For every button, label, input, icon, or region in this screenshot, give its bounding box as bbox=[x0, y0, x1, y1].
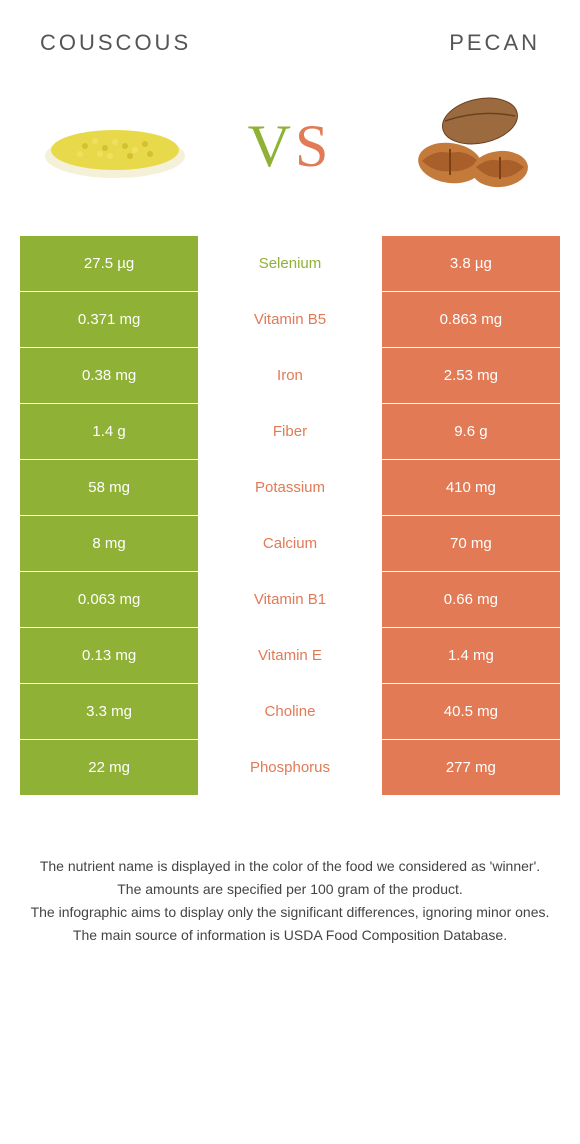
left-value: 0.13 mg bbox=[20, 628, 198, 683]
right-value: 3.8 µg bbox=[382, 236, 560, 291]
nutrient-label: Calcium bbox=[198, 516, 382, 571]
left-value: 1.4 g bbox=[20, 404, 198, 459]
footer-line-2: The amounts are specified per 100 gram o… bbox=[30, 879, 550, 900]
vs-s-letter: S bbox=[295, 113, 332, 179]
left-value: 0.371 mg bbox=[20, 292, 198, 347]
vs-label: VS bbox=[248, 112, 333, 181]
nutrient-row: 27.5 µgSelenium3.8 µg bbox=[20, 236, 560, 292]
left-value: 0.063 mg bbox=[20, 572, 198, 627]
right-value: 410 mg bbox=[382, 460, 560, 515]
pecan-image bbox=[380, 86, 550, 206]
nutrient-row: 22 mgPhosphorus277 mg bbox=[20, 740, 560, 796]
pecan-icon bbox=[390, 91, 540, 201]
vs-v-letter: V bbox=[248, 113, 295, 179]
left-value: 27.5 µg bbox=[20, 236, 198, 291]
left-value: 3.3 mg bbox=[20, 684, 198, 739]
nutrient-row: 8 mgCalcium70 mg bbox=[20, 516, 560, 572]
left-value: 22 mg bbox=[20, 740, 198, 795]
nutrient-label: Vitamin B1 bbox=[198, 572, 382, 627]
right-value: 1.4 mg bbox=[382, 628, 560, 683]
nutrient-row: 3.3 mgCholine40.5 mg bbox=[20, 684, 560, 740]
nutrient-label: Potassium bbox=[198, 460, 382, 515]
couscous-icon bbox=[35, 106, 195, 186]
right-value: 277 mg bbox=[382, 740, 560, 795]
left-value: 8 mg bbox=[20, 516, 198, 571]
nutrient-label: Vitamin B5 bbox=[198, 292, 382, 347]
footer-line-4: The main source of information is USDA F… bbox=[30, 925, 550, 946]
right-value: 0.863 mg bbox=[382, 292, 560, 347]
right-value: 70 mg bbox=[382, 516, 560, 571]
left-food-title: Couscous bbox=[40, 30, 191, 56]
footer-line-3: The infographic aims to display only the… bbox=[30, 902, 550, 923]
nutrient-table: 27.5 µgSelenium3.8 µg0.371 mgVitamin B50… bbox=[20, 236, 560, 796]
nutrient-row: 0.13 mgVitamin E1.4 mg bbox=[20, 628, 560, 684]
vs-row: VS bbox=[20, 86, 560, 236]
nutrient-row: 58 mgPotassium410 mg bbox=[20, 460, 560, 516]
nutrient-label: Selenium bbox=[198, 236, 382, 291]
nutrient-label: Choline bbox=[198, 684, 382, 739]
header-row: Couscous Pecan bbox=[20, 20, 560, 86]
right-value: 9.6 g bbox=[382, 404, 560, 459]
left-value: 58 mg bbox=[20, 460, 198, 515]
nutrient-row: 0.371 mgVitamin B50.863 mg bbox=[20, 292, 560, 348]
nutrient-label: Fiber bbox=[198, 404, 382, 459]
right-value: 2.53 mg bbox=[382, 348, 560, 403]
right-value: 0.66 mg bbox=[382, 572, 560, 627]
footer-line-1: The nutrient name is displayed in the co… bbox=[30, 856, 550, 877]
left-value: 0.38 mg bbox=[20, 348, 198, 403]
right-food-title: Pecan bbox=[449, 30, 540, 56]
nutrient-label: Iron bbox=[198, 348, 382, 403]
footer-text: The nutrient name is displayed in the co… bbox=[20, 856, 560, 946]
nutrient-row: 0.063 mgVitamin B10.66 mg bbox=[20, 572, 560, 628]
nutrient-label: Phosphorus bbox=[198, 740, 382, 795]
couscous-image bbox=[30, 86, 200, 206]
nutrient-label: Vitamin E bbox=[198, 628, 382, 683]
nutrient-row: 0.38 mgIron2.53 mg bbox=[20, 348, 560, 404]
nutrient-row: 1.4 gFiber9.6 g bbox=[20, 404, 560, 460]
right-value: 40.5 mg bbox=[382, 684, 560, 739]
